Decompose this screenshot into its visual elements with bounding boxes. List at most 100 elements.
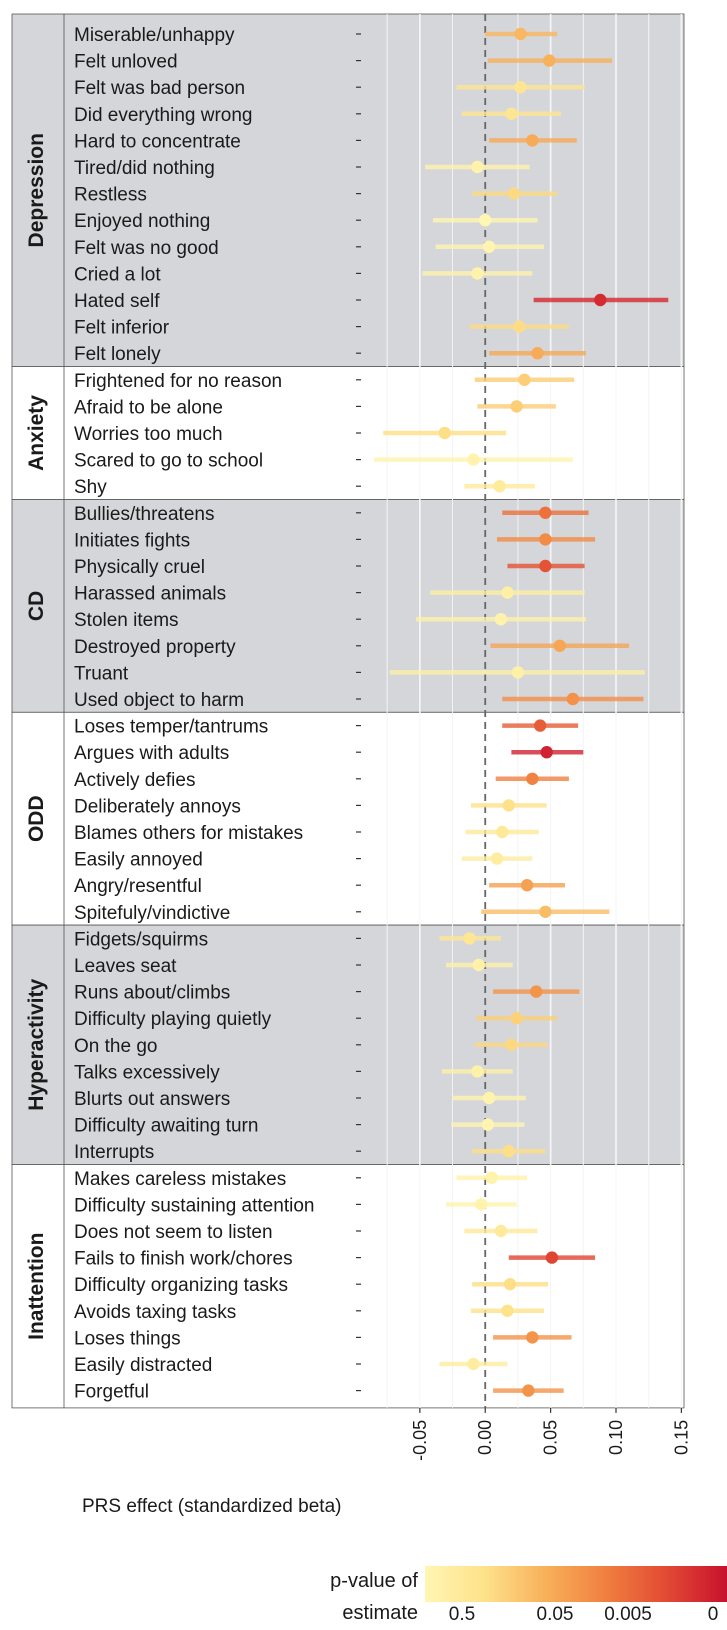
group-label-inattention: Inattention [25,1233,48,1340]
item-label: Felt inferior [74,318,170,339]
point-estimate [471,267,484,280]
point-estimate [543,54,556,67]
item-label: Felt was no good [74,238,219,259]
item-label: Spitefuly/vindictive [74,903,230,924]
item-label: Worries too much [74,424,223,445]
group-label-cd: CD [25,591,48,621]
point-estimate [438,426,451,440]
point-estimate [481,1118,495,1131]
point-estimate [526,134,539,147]
point-estimate [482,240,496,253]
item-label: Did everything wrong [74,105,252,126]
item-label: Bullies/threatens [74,504,214,525]
group-bands [11,13,685,1409]
point-estimate [545,1251,559,1264]
point-estimate [471,160,484,174]
x-tick-label: -0.05 [410,1420,430,1461]
group-label-odd: ODD [25,795,48,842]
point-estimate [533,719,547,732]
x-axis-title: PRS effect (standardized beta) [82,1496,341,1517]
x-tick-label: 0.05 [541,1420,561,1455]
point-estimate [496,825,509,839]
legend-ticks: 0.5 0.05 0.005 0 [449,1604,719,1625]
item-label: Shy [74,477,107,498]
item-label: Makes careless mistakes [74,1169,286,1190]
item-label: Used object to harm [74,690,244,711]
item-label: Deliberately annoys [74,796,241,817]
legend-tick-label: 0 [708,1604,719,1625]
legend-colorbar [425,1566,727,1602]
band-inattention [11,1164,685,1409]
point-estimate [514,81,527,94]
point-estimate [467,1357,480,1371]
item-label: Leaves seat [74,956,177,977]
item-label: Difficulty sustaining attention [74,1195,314,1216]
item-label: Tired/did nothing [74,158,215,179]
item-label: Fails to finish work/chores [74,1249,293,1270]
item-label: On the go [74,1036,157,1057]
point-estimate [482,1091,496,1105]
group-label-hyperactivity: Hyperactivity [25,979,48,1111]
point-estimate [505,107,518,121]
item-label: Enjoyed nothing [74,211,210,232]
point-estimate [467,453,480,466]
point-estimate [539,533,552,546]
band-odd [11,711,685,926]
band-depression [11,13,685,367]
point-estimate [502,799,515,812]
item-label: Loses things [74,1328,181,1349]
point-estimate [502,1145,515,1158]
item-label: Cried a lot [74,264,161,285]
item-label: Difficulty playing quietly [74,1009,272,1030]
y-ticks [356,33,361,1392]
point-estimate [507,187,521,200]
item-label: Felt unloved [74,52,178,73]
item-labels: Miserable/unhappy Felt unloved Felt was ba… [74,25,314,1403]
point-estimate [479,214,492,227]
item-label: Hard to concentrate [74,131,241,152]
item-label: Blurts out answers [74,1089,230,1110]
item-label: Avoids taxing tasks [74,1302,236,1323]
legend-tick-label: 0.5 [449,1604,475,1625]
item-label: Physically cruel [74,557,205,578]
item-label: Actively defies [74,770,195,791]
point-estimate [553,639,566,652]
item-label: Initiates fights [74,530,190,551]
item-label: Talks excessively [74,1062,220,1083]
x-tick-label: 0.15 [671,1420,691,1455]
item-label: Runs about/climbs [74,983,230,1004]
group-label-anxiety: Anxiety [25,395,48,471]
item-label: Loses temper/tantrums [74,717,268,738]
point-estimate [514,27,527,41]
point-estimate [522,1384,535,1397]
legend: p-value of estimate 0.5 0.05 0.005 0 [330,1566,727,1625]
point-estimate [539,506,552,519]
point-estimate [494,1224,508,1238]
point-estimate [503,1278,517,1291]
legend-title-line1: p-value of [330,1570,418,1592]
point-estimate [510,1012,523,1025]
group-label-depression: Depression [25,133,48,247]
item-label: Destroyed property [74,637,236,658]
item-label: Difficulty organizing tasks [74,1275,288,1296]
point-estimate [566,692,580,706]
point-estimate [531,347,544,360]
point-estimate [501,586,514,599]
point-estimate [520,879,534,892]
item-label: Scared to go to school [74,451,263,472]
item-label: Felt lonely [74,344,161,365]
item-label: Argues with adults [74,743,229,764]
point-estimate [501,1304,514,1318]
point-estimate [526,772,539,785]
item-label: Afraid to be alone [74,397,223,418]
point-estimate [471,1065,484,1078]
band-anxiety [11,366,685,500]
point-estimate [505,1038,518,1052]
item-label: Forgetful [74,1382,149,1403]
point-estimates [438,27,607,1397]
item-label: Does not seem to listen [74,1222,273,1243]
item-label: Restless [74,185,147,206]
x-axis: -0.05 0.00 0.05 0.10 0.15 [410,1407,691,1461]
point-estimate [539,905,552,918]
item-label: Felt was bad person [74,78,245,99]
